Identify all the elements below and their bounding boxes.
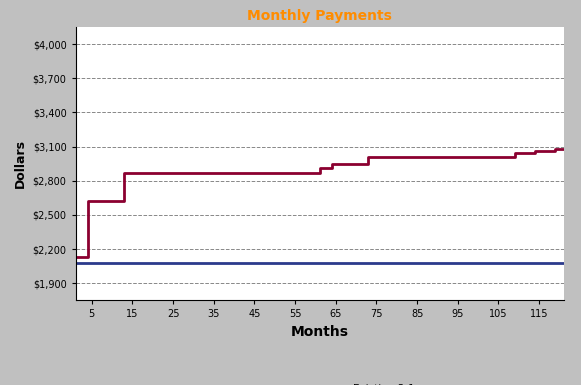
Y-axis label: Dollars: Dollars xyxy=(14,139,27,188)
X-axis label: Months: Months xyxy=(290,325,349,339)
Title: Monthly Payments: Monthly Payments xyxy=(247,9,392,23)
Legend: 30 yr Fixed IO, Existing 3-1
ARM: 30 yr Fixed IO, Existing 3-1 ARM xyxy=(221,380,418,385)
